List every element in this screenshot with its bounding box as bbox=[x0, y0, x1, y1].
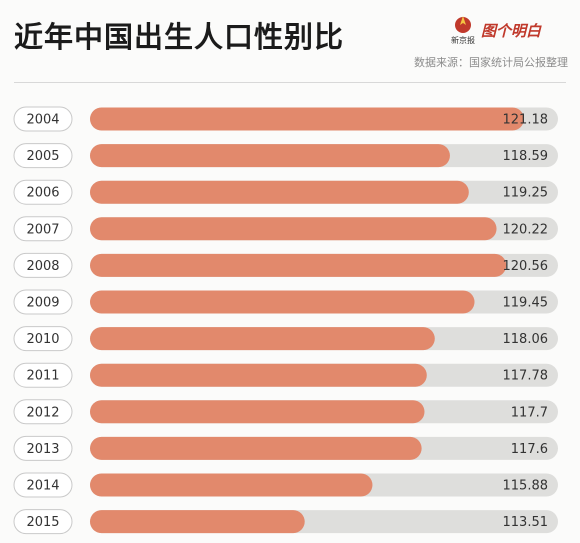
bar bbox=[90, 363, 427, 387]
bar bbox=[90, 180, 469, 204]
bar bbox=[90, 290, 475, 314]
value-label: 117.78 bbox=[503, 369, 549, 384]
value-label: 120.56 bbox=[503, 259, 549, 274]
value-label: 120.22 bbox=[503, 222, 549, 237]
bar bbox=[90, 327, 435, 351]
brand-logo: 新京报 图个明白 bbox=[449, 14, 541, 46]
brand-small-text: 新京报 bbox=[451, 36, 475, 45]
bar-chart: 2004 121.18 2005 118.59 2006 119.25 2007 120.22… bbox=[13, 106, 558, 535]
year-label: 2005 bbox=[26, 149, 59, 164]
brand-emblem-icon bbox=[455, 16, 471, 33]
value-label: 119.45 bbox=[503, 296, 549, 311]
bar bbox=[90, 253, 507, 277]
bar bbox=[90, 144, 450, 168]
year-pill bbox=[13, 362, 73, 388]
value-label: 119.25 bbox=[503, 186, 549, 201]
year-label: 2008 bbox=[26, 259, 59, 274]
brand-name: 图个明白 bbox=[481, 22, 542, 40]
bar bbox=[90, 400, 425, 424]
year-pill bbox=[13, 143, 73, 169]
year-label: 2010 bbox=[26, 332, 59, 347]
header-divider bbox=[14, 82, 566, 83]
value-label: 118.59 bbox=[503, 149, 549, 164]
bar bbox=[90, 473, 373, 497]
year-pill bbox=[13, 435, 73, 461]
year-label: 2014 bbox=[26, 479, 59, 494]
year-label: 2012 bbox=[26, 405, 59, 420]
year-label: 2004 bbox=[26, 113, 59, 128]
year-pill bbox=[13, 106, 73, 132]
value-label: 118.06 bbox=[503, 332, 549, 347]
bar bbox=[90, 217, 497, 241]
year-pill bbox=[13, 216, 73, 242]
year-label: 2015 bbox=[26, 515, 59, 530]
year-label: 2009 bbox=[26, 296, 59, 311]
year-label: 2013 bbox=[26, 442, 59, 457]
value-label: 113.51 bbox=[503, 515, 549, 530]
year-pill bbox=[13, 252, 73, 278]
brand-emblem: 新京报 bbox=[449, 14, 477, 46]
year-pill bbox=[13, 399, 73, 425]
value-label: 115.88 bbox=[503, 479, 549, 494]
bar bbox=[90, 436, 422, 460]
year-pill bbox=[13, 326, 73, 352]
year-pill bbox=[13, 179, 73, 205]
year-label: 2011 bbox=[26, 369, 59, 384]
value-label: 117.7 bbox=[511, 405, 548, 420]
bar bbox=[90, 510, 305, 534]
data-source-note: 数据来源：国家统计局公报整理 bbox=[414, 56, 568, 69]
value-label: 121.18 bbox=[503, 113, 549, 128]
year-label: 2007 bbox=[26, 222, 59, 237]
year-pill bbox=[13, 509, 73, 535]
year-pill bbox=[13, 289, 73, 315]
value-label: 117.6 bbox=[511, 442, 548, 457]
bar bbox=[90, 107, 524, 131]
chart-title: 近年中国出生人口性别比 bbox=[14, 20, 345, 54]
year-label: 2006 bbox=[26, 186, 59, 201]
year-pill bbox=[13, 472, 73, 498]
